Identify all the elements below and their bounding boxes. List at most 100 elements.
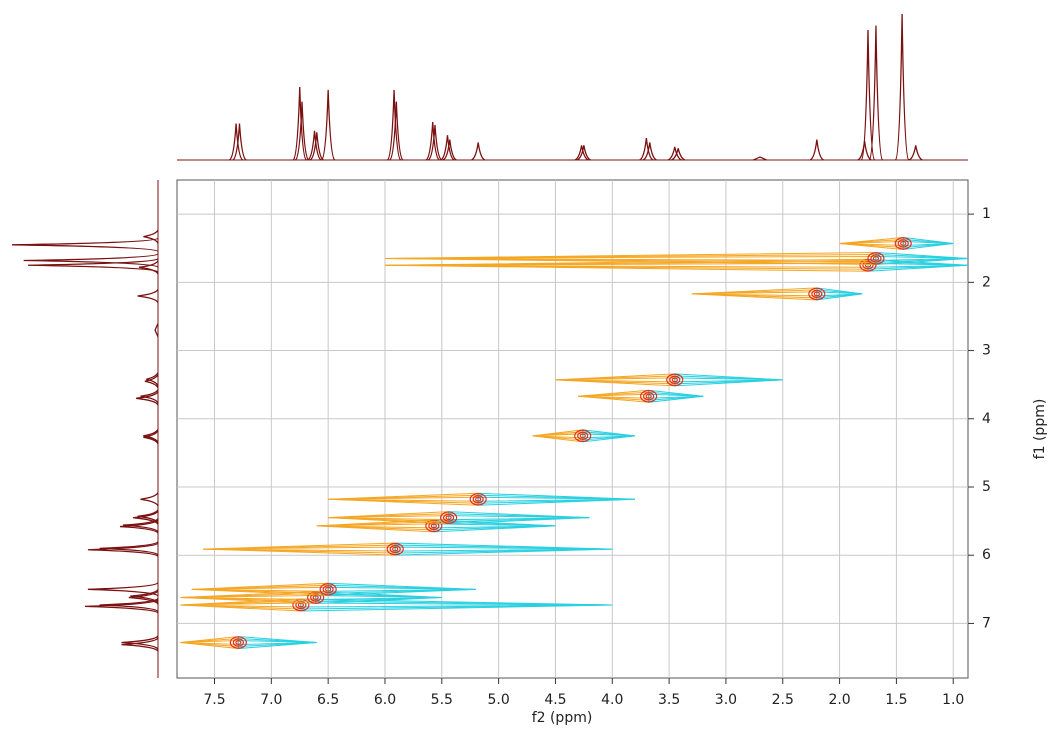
x-axis-label: f2 (ppm) — [532, 710, 593, 726]
y-tick-label: 6 — [982, 547, 991, 563]
projection-peak — [121, 637, 159, 652]
x-tick-label: 5.5 — [431, 692, 453, 708]
projection-peak — [137, 509, 159, 524]
projection-peak — [671, 148, 686, 161]
projection-peak — [894, 13, 910, 161]
contour-center — [319, 583, 337, 596]
contour-center — [867, 252, 885, 265]
contour-center — [666, 373, 684, 387]
contour-right — [237, 640, 317, 646]
projection-peak — [146, 372, 159, 387]
contour-right — [394, 546, 613, 552]
x-tick-label: 3.0 — [715, 692, 737, 708]
y-tick-label: 7 — [982, 615, 991, 631]
contour-center — [671, 377, 678, 383]
projection-peak — [389, 101, 404, 161]
y-tick-label: 2 — [982, 274, 991, 290]
projection-peak — [667, 146, 682, 161]
contour-center — [322, 585, 334, 594]
contour-center — [643, 392, 655, 401]
x-tick-label: 1.5 — [885, 692, 907, 708]
projection-peak — [144, 374, 159, 389]
projection-peak — [128, 590, 159, 605]
projection-peak — [28, 258, 159, 273]
contour-center — [469, 493, 487, 506]
contour-center — [862, 261, 874, 270]
projection-peak — [307, 130, 322, 161]
projection-peak — [576, 145, 591, 161]
projection-peak — [140, 389, 159, 404]
contour-center — [325, 586, 332, 592]
contour-center — [872, 256, 880, 261]
contour-center — [386, 542, 404, 556]
y-tick-label: 1 — [982, 206, 991, 222]
contour-right — [816, 291, 863, 297]
projection-peak — [23, 253, 159, 268]
contour-center — [235, 640, 242, 645]
plot-frame — [176, 179, 969, 679]
contour-center — [811, 289, 823, 299]
projection-peak — [87, 542, 159, 557]
projection-peak — [642, 142, 657, 161]
contour-right — [315, 594, 442, 601]
projection-peak — [809, 139, 824, 161]
contour-center — [808, 287, 826, 301]
contour-center — [392, 546, 399, 552]
projection-peak — [11, 237, 159, 252]
contour-center — [864, 262, 872, 268]
projection-peak — [639, 138, 654, 161]
contour-right — [477, 496, 636, 502]
contour-right — [448, 515, 590, 521]
contour-right — [875, 255, 969, 261]
projection-peak — [154, 323, 159, 337]
projection-peak — [84, 599, 159, 614]
projection-peak — [138, 260, 159, 275]
contour-right — [902, 240, 954, 246]
contour-center — [445, 515, 452, 521]
contour-right — [433, 523, 556, 529]
x-tick-label: 1.0 — [942, 692, 964, 708]
x-tick-label: 6.0 — [374, 692, 396, 708]
contour-center — [894, 237, 912, 250]
x-tick-label: 2.5 — [772, 692, 794, 708]
projection-peak — [143, 430, 159, 445]
contour-center — [232, 638, 244, 647]
projection-peak — [133, 510, 159, 525]
contour-right — [674, 377, 783, 383]
contour-right — [582, 433, 636, 439]
y-tick-label: 3 — [982, 343, 991, 359]
projection-peak — [292, 86, 307, 161]
y-axis-label: f1 (ppm) — [1032, 399, 1048, 460]
contour-center — [229, 636, 247, 649]
contour-center — [577, 431, 589, 440]
projection-peak — [471, 142, 486, 161]
contour-center — [312, 595, 319, 600]
projection-peak — [868, 25, 884, 161]
contour-right — [648, 393, 704, 399]
contour-center — [475, 496, 482, 502]
contour-center — [472, 495, 484, 504]
x-tick-label: 2.0 — [828, 692, 850, 708]
contour-center — [669, 375, 681, 384]
projection-peak — [121, 635, 159, 650]
projection-peak — [143, 428, 159, 443]
contour-center — [443, 513, 455, 522]
x-tick-label: 7.5 — [203, 692, 225, 708]
contour-center — [813, 291, 820, 297]
projection-peak — [232, 123, 247, 161]
projection-peak — [143, 229, 159, 244]
contour-center — [900, 241, 907, 246]
contour-center — [897, 239, 909, 248]
projection-peak — [130, 589, 159, 604]
projection-peak — [120, 519, 159, 534]
projection-peak — [321, 89, 336, 161]
x-tick-label: 5.0 — [487, 692, 509, 708]
x-tick-label: 7.0 — [260, 692, 282, 708]
projection-peak — [137, 289, 159, 303]
contour-center — [389, 544, 401, 554]
projection-peak — [574, 145, 589, 161]
contour-center — [579, 433, 586, 439]
contour-right — [300, 602, 613, 608]
projection-peak — [427, 124, 443, 161]
